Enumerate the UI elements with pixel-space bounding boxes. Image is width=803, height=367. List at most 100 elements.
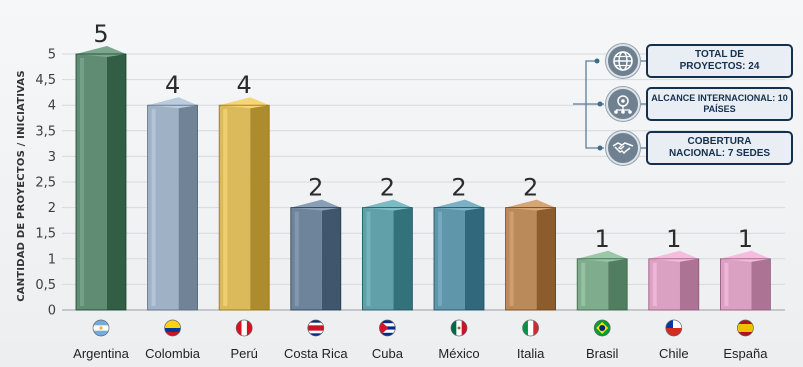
flag-es-icon: [737, 319, 754, 337]
flag-it-icon: [522, 319, 539, 337]
bar: [433, 199, 485, 311]
category-label: México: [438, 346, 479, 361]
bar-outline: [290, 207, 342, 311]
flag-cr-icon: [307, 319, 325, 337]
globe-icon: [606, 44, 640, 78]
flag-co-icon: [164, 319, 181, 337]
network-icon: [606, 87, 640, 121]
bar-highlight: [151, 109, 156, 306]
flag-ar-icon: [92, 319, 110, 337]
flag-cl-icon: [665, 319, 683, 337]
international-reach-text: ALCANCE INTERNACIONAL: 10 PAÍSES: [651, 93, 788, 114]
flag-body: [307, 320, 324, 336]
bar-side-face: [679, 258, 699, 310]
flag-body: [93, 320, 109, 336]
flag-body: [451, 320, 467, 336]
y-tick-label: 2,5: [35, 176, 56, 191]
flag-body: [164, 320, 181, 336]
y-tick-label: 3: [48, 150, 56, 165]
value-label: 2: [380, 174, 395, 202]
value-label: 1: [738, 225, 753, 253]
national-coverage-box: COBERTURA NACIONAL: 7 SEDES: [646, 131, 793, 165]
flag-body: [236, 320, 253, 336]
bar-outline: [361, 207, 413, 311]
bar-outline: [720, 258, 771, 311]
bar-outline: [433, 207, 485, 311]
flag-body: [737, 320, 754, 336]
y-tick-label: 0: [48, 304, 56, 319]
bar-highlight: [80, 58, 84, 306]
category-label: Colombia: [145, 346, 201, 361]
category-label: Perú: [230, 346, 257, 361]
flag-ring: [307, 319, 325, 337]
y-axis-label: CANTIDAD DE PROYECTOS / INICIATIVAS: [16, 70, 27, 302]
bar-outline: [505, 207, 557, 311]
bar-side-face: [107, 54, 126, 310]
bar-highlight: [366, 211, 371, 306]
bar-side-face: [751, 258, 771, 310]
total-projects-box: TOTAL DE PROYECTOS: 24: [646, 44, 793, 78]
bar-highlight: [724, 262, 729, 306]
national-coverage-text: COBERTURA NACIONAL: 7 SEDES: [668, 136, 771, 159]
bar: [75, 46, 127, 311]
bar-highlight: [223, 109, 228, 306]
category-labels: Argentina Colombia Perú Costa Rica Cuba Méxic…: [73, 346, 768, 361]
value-label: 2: [451, 174, 466, 202]
category-label: Chile: [659, 346, 689, 361]
y-tick-label: 1,5: [35, 227, 56, 242]
total-projects-text: TOTAL DE PROYECTOS: 24: [679, 49, 760, 72]
category-label: Argentina: [73, 346, 129, 361]
bar-side-face: [465, 207, 484, 310]
flag-mx-icon: [450, 319, 468, 337]
flag-cu-icon: [379, 319, 396, 337]
value-label: 1: [666, 225, 681, 253]
bar-highlight: [438, 211, 442, 306]
flag-ring: [593, 319, 611, 337]
bar-highlight: [581, 262, 586, 306]
bar: [648, 250, 700, 311]
y-tick-label: 4,5: [35, 73, 56, 88]
flag-ring: [92, 319, 110, 337]
flag-ring: [665, 319, 683, 337]
bar-highlight: [509, 211, 514, 306]
bar-highlight: [652, 262, 657, 306]
y-tick-label: 5: [48, 48, 56, 63]
y-tick-label: 4: [48, 99, 56, 114]
bar: [505, 199, 557, 311]
bar-outline: [75, 53, 127, 311]
y-axis-ticks: 0 0,5 1 1,5 2 2,5 3 3,5 4 4,5 5: [35, 48, 56, 319]
flags: [92, 319, 754, 337]
international-reach-box: ALCANCE INTERNACIONAL: 10 PAÍSES: [646, 87, 793, 121]
flag-body: [379, 320, 396, 336]
bar-side-face: [536, 207, 556, 310]
flag-pe-icon: [235, 319, 253, 337]
value-labels: 5 4 4 2 2 2 2 1 1 1: [93, 20, 753, 253]
flag-body: [594, 320, 611, 336]
flag-ring: [450, 319, 468, 337]
category-label: Brasil: [586, 346, 619, 361]
bar-outline: [576, 258, 628, 311]
value-label: 5: [93, 20, 108, 48]
bar: [361, 199, 413, 311]
category-label: Costa Rica: [284, 346, 348, 361]
flag-ring: [235, 319, 253, 337]
bar-side-face: [178, 105, 198, 310]
bar: [218, 97, 270, 311]
flag-ring: [522, 319, 539, 337]
bars: [75, 46, 771, 311]
y-tick-label: 3,5: [35, 124, 56, 139]
value-label: 1: [595, 225, 610, 253]
flag-ring: [737, 319, 754, 337]
handshake-icon: [606, 131, 640, 165]
category-label: Cuba: [372, 346, 404, 361]
flag-ring: [379, 319, 396, 337]
flag-body: [665, 320, 682, 336]
bar-side-face: [321, 207, 341, 310]
flag-body: [522, 320, 539, 336]
flag-br-icon: [593, 319, 611, 337]
bar-highlight: [294, 211, 299, 306]
bar: [576, 250, 628, 311]
y-tick-label: 0,5: [35, 278, 56, 293]
flag-ring: [164, 319, 181, 337]
